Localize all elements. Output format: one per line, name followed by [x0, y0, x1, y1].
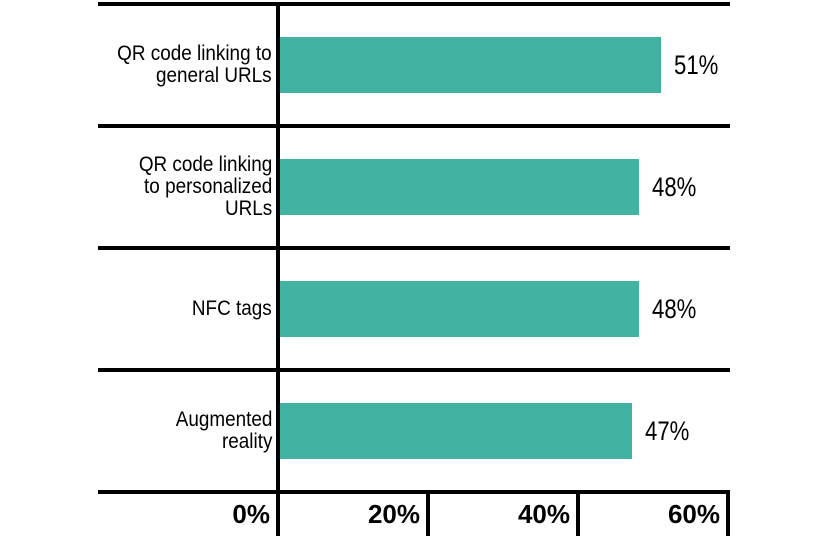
category-label: QR code linking to general URLs: [117, 42, 272, 87]
value-label: 51%: [674, 50, 719, 80]
row-separator-line: [98, 368, 730, 372]
x-axis-line: [98, 490, 730, 494]
y-axis-line: [276, 2, 280, 536]
value-label: 48%: [652, 294, 697, 324]
x-tick-label-60: 60%: [667, 499, 720, 529]
x-tick-line-20: [426, 490, 430, 536]
category-label: NFC tags: [192, 297, 272, 320]
row-separator-line: [98, 2, 730, 6]
bar-row: NFC tags 48%: [0, 250, 830, 368]
bar-row: Augmented reality 47%: [0, 372, 830, 490]
x-tick-line-60: [726, 490, 730, 536]
bar-row: QR code linking to general URLs 51%: [0, 6, 830, 124]
x-tick-label-0: 0%: [232, 499, 270, 529]
category-label: QR code linking to personalized URLs: [138, 153, 272, 220]
value-label: 48%: [652, 172, 697, 202]
bar: [280, 37, 661, 93]
category-label: Augmented reality: [175, 408, 272, 453]
bar: [280, 403, 632, 459]
x-tick-line-40: [576, 490, 580, 536]
x-tick-label-20: 20%: [367, 499, 420, 529]
x-tick-label-40: 40%: [517, 499, 570, 529]
bar-row: QR code linking to personalized URLs 48%: [0, 128, 830, 246]
row-separator-line: [98, 246, 730, 250]
bar: [280, 281, 639, 337]
row-separator-line: [98, 124, 730, 128]
bar: [280, 159, 639, 215]
value-label: 47%: [645, 416, 690, 446]
